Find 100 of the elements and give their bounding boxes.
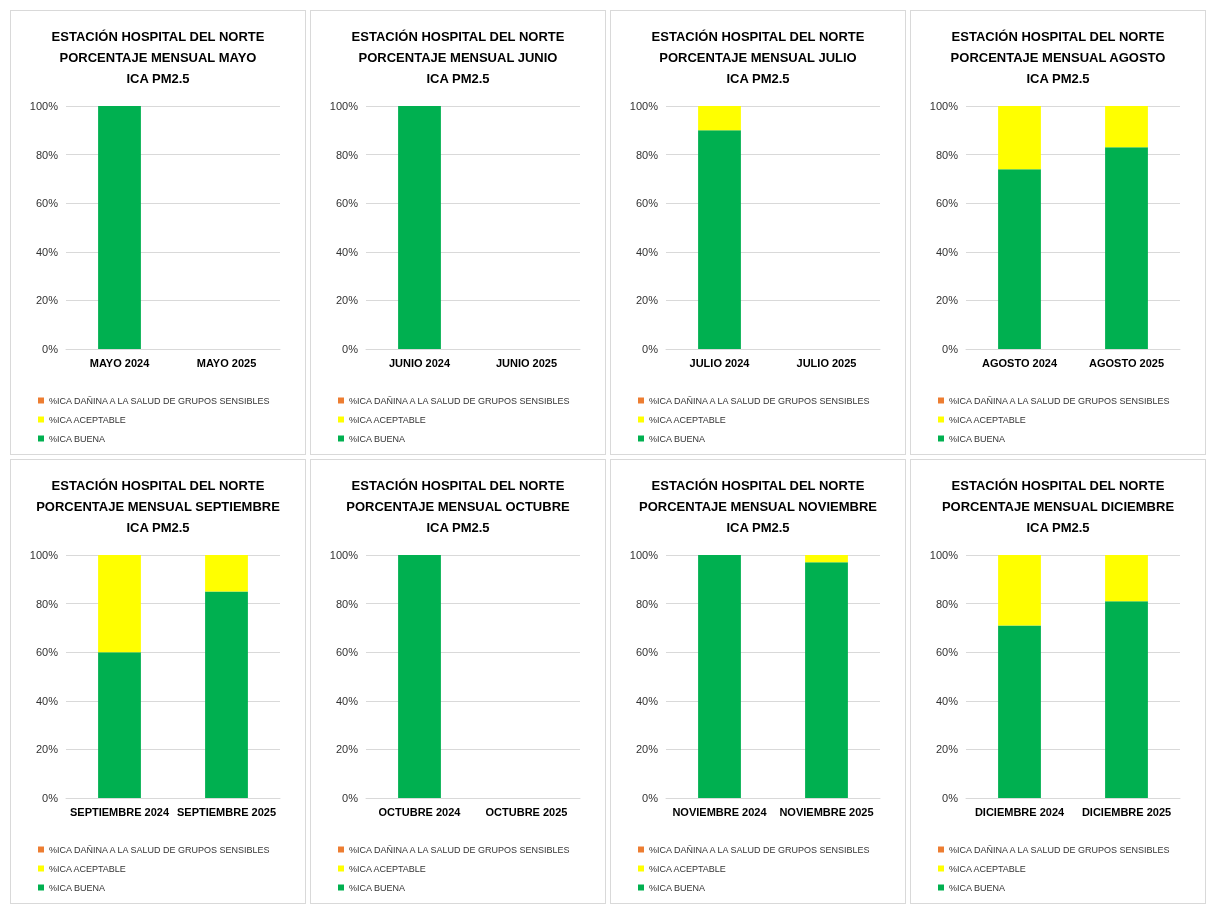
y-tick-label: 80% xyxy=(635,597,659,610)
x-tick-label: OCTUBRE 2024 xyxy=(378,805,462,818)
y-tick-label: 80% xyxy=(635,148,659,161)
x-tick-label: AGOSTO 2024 xyxy=(982,356,1058,369)
bar xyxy=(205,591,248,798)
y-tick-label: 60% xyxy=(935,646,959,659)
legend-label: %ICA DAÑINA A LA SALUD DE GRUPOS SENSIBLES xyxy=(349,395,570,406)
y-tick-label: 20% xyxy=(935,294,959,307)
y-tick-label: 60% xyxy=(635,197,659,210)
bar xyxy=(998,169,1041,349)
bar xyxy=(205,555,248,592)
x-tick-label: MAYO 2025 xyxy=(196,356,257,369)
x-tick-label: MAYO 2024 xyxy=(89,356,151,369)
chart-title: ESTACIÓN HOSPITAL DEL NORTE PORCENTAJE MENSUAL AGOSTO ICA PM2.5 xyxy=(950,29,1166,86)
y-tick-label: 20% xyxy=(335,294,359,307)
y-tick-label: 100% xyxy=(929,549,959,561)
x-tick-label: NOVIEMBRE 2025 xyxy=(779,805,874,818)
legend-label: %ICA ACEPTABLE xyxy=(649,414,726,425)
legend-label: %ICA BUENA xyxy=(949,882,1006,893)
y-tick-label: 20% xyxy=(335,743,359,756)
y-tick-label: 80% xyxy=(335,148,359,161)
chart-title: ESTACIÓN HOSPITAL DEL NORTE PORCENTAJE MENSUAL JULIO ICA PM2.5 xyxy=(651,29,865,86)
y-tick-label: 40% xyxy=(635,694,659,707)
legend-label: %ICA ACEPTABLE xyxy=(49,863,126,874)
y-tick-label: 100% xyxy=(629,549,659,561)
bar xyxy=(998,106,1041,170)
x-tick-label: OCTUBRE 2025 xyxy=(485,805,568,818)
legend-label: %ICA BUENA xyxy=(49,882,106,893)
y-tick-label: 0% xyxy=(642,792,659,804)
legend-label: %ICA ACEPTABLE xyxy=(949,414,1026,425)
x-tick-label: AGOSTO 2025 xyxy=(1089,356,1164,369)
y-tick-label: 40% xyxy=(35,245,59,258)
y-tick-label: 20% xyxy=(635,743,659,756)
y-tick-label: 40% xyxy=(335,245,359,258)
y-tick-label: 0% xyxy=(942,343,959,355)
y-tick-label: 20% xyxy=(635,294,659,307)
y-tick-label: 60% xyxy=(935,197,959,210)
y-tick-label: 80% xyxy=(935,597,959,610)
legend-label: %ICA ACEPTABLE xyxy=(349,414,426,425)
bar xyxy=(1105,555,1148,602)
legend-label: %ICA BUENA xyxy=(349,882,406,893)
bar xyxy=(998,555,1041,626)
chart-title: ESTACIÓN HOSPITAL DEL NORTE PORCENTAJE MENSUAL JUNIO ICA PM2.5 xyxy=(351,29,565,86)
bar xyxy=(1105,106,1148,148)
legend-label: %ICA DAÑINA A LA SALUD DE GRUPOS SENSIBLES xyxy=(49,395,270,406)
y-tick-label: 0% xyxy=(342,792,359,804)
legend-label: %ICA DAÑINA A LA SALUD DE GRUPOS SENSIBLES xyxy=(49,844,270,855)
y-tick-label: 60% xyxy=(35,646,59,659)
y-tick-label: 60% xyxy=(35,197,59,210)
y-tick-label: 40% xyxy=(335,694,359,707)
y-tick-label: 0% xyxy=(42,343,59,355)
y-tick-label: 100% xyxy=(929,100,959,112)
legend-label: %ICA ACEPTABLE xyxy=(349,863,426,874)
legend-label: %ICA ACEPTABLE xyxy=(649,863,726,874)
legend-label: %ICA DAÑINA A LA SALUD DE GRUPOS SENSIBLES xyxy=(649,395,870,406)
legend-label: %ICA DAÑINA A LA SALUD DE GRUPOS SENSIBLES xyxy=(949,395,1170,406)
y-tick-label: 80% xyxy=(35,148,59,161)
x-tick-label: JULIO 2025 xyxy=(796,356,857,369)
x-tick-label: DICIEMBRE 2025 xyxy=(1081,805,1172,818)
legend-label: %ICA BUENA xyxy=(949,433,1006,444)
y-tick-label: 60% xyxy=(335,646,359,659)
y-tick-label: 80% xyxy=(935,148,959,161)
y-tick-label: 80% xyxy=(335,597,359,610)
x-tick-label: SEPTIEMBRE 2024 xyxy=(69,805,170,818)
bar xyxy=(98,652,141,798)
legend-label: %ICA BUENA xyxy=(649,433,706,444)
y-tick-label: 100% xyxy=(629,100,659,112)
y-tick-label: 80% xyxy=(35,597,59,610)
bar xyxy=(1105,147,1148,349)
x-tick-label: JUNIO 2024 xyxy=(388,356,451,369)
y-tick-label: 0% xyxy=(642,343,659,355)
legend-label: %ICA BUENA xyxy=(49,433,106,444)
y-tick-label: 40% xyxy=(35,694,59,707)
y-tick-label: 40% xyxy=(935,694,959,707)
y-tick-label: 0% xyxy=(42,792,59,804)
bar xyxy=(1105,601,1148,798)
y-tick-label: 20% xyxy=(35,294,59,307)
y-tick-label: 100% xyxy=(329,100,359,112)
x-tick-label: DICIEMBRE 2024 xyxy=(974,805,1065,818)
x-tick-label: JUNIO 2025 xyxy=(495,356,558,369)
x-tick-label: NOVIEMBRE 2024 xyxy=(672,805,768,818)
legend-label: %ICA DAÑINA A LA SALUD DE GRUPOS SENSIBLES xyxy=(349,844,570,855)
y-tick-label: 60% xyxy=(335,197,359,210)
chart-title: ESTACIÓN HOSPITAL DEL NORTE PORCENTAJE MENSUAL SEPTIEMBRE ICA PM2.5 xyxy=(36,478,281,535)
chart-title: ESTACIÓN HOSPITAL DEL NORTE PORCENTAJE MENSUAL OCTUBRE ICA PM2.5 xyxy=(346,478,571,535)
y-tick-label: 60% xyxy=(635,646,659,659)
y-tick-label: 20% xyxy=(935,743,959,756)
legend-label: %ICA BUENA xyxy=(349,433,406,444)
y-tick-label: 100% xyxy=(29,100,59,112)
bar xyxy=(998,625,1041,798)
y-tick-label: 100% xyxy=(329,549,359,561)
legend-label: %ICA ACEPTABLE xyxy=(949,863,1026,874)
chart-title: ESTACIÓN HOSPITAL DEL NORTE PORCENTAJE MENSUAL NOVIEMBRE ICA PM2.5 xyxy=(639,478,878,535)
y-tick-label: 0% xyxy=(942,792,959,804)
y-tick-label: 40% xyxy=(935,245,959,258)
y-tick-label: 0% xyxy=(342,343,359,355)
chart-title: ESTACIÓN HOSPITAL DEL NORTE PORCENTAJE MENSUAL MAYO ICA PM2.5 xyxy=(51,29,265,86)
legend-label: %ICA BUENA xyxy=(649,882,706,893)
legend-label: %ICA DAÑINA A LA SALUD DE GRUPOS SENSIBLES xyxy=(649,844,870,855)
legend-label: %ICA DAÑINA A LA SALUD DE GRUPOS SENSIBLES xyxy=(949,844,1170,855)
